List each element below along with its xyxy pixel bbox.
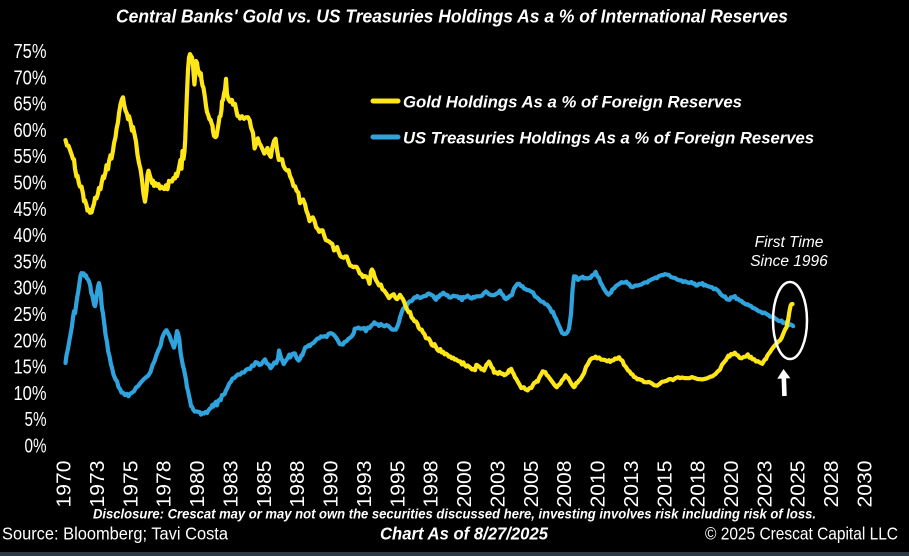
svg-text:First Time: First Time xyxy=(755,234,824,251)
svg-text:55%: 55% xyxy=(14,146,47,168)
svg-text:1995: 1995 xyxy=(387,461,409,508)
svg-text:20%: 20% xyxy=(14,330,47,352)
svg-text:1990: 1990 xyxy=(321,461,343,508)
svg-text:35%: 35% xyxy=(14,251,47,273)
svg-text:2013: 2013 xyxy=(621,461,643,508)
svg-text:2010: 2010 xyxy=(588,461,610,508)
svg-text:Gold Holdings As a % of Foreig: Gold Holdings As a % of Foreign Reserves xyxy=(403,93,742,112)
svg-text:50%: 50% xyxy=(14,173,47,195)
svg-text:70%: 70% xyxy=(14,67,47,89)
svg-text:2030: 2030 xyxy=(855,461,877,508)
svg-text:© 2025 Crescat Capital LLC: © 2025 Crescat Capital LLC xyxy=(705,524,898,544)
svg-text:65%: 65% xyxy=(14,94,47,116)
svg-text:15%: 15% xyxy=(14,357,47,379)
svg-text:1975: 1975 xyxy=(120,461,142,508)
svg-text:30%: 30% xyxy=(14,278,47,300)
svg-text:1978: 1978 xyxy=(154,461,176,508)
svg-text:Central Banks' Gold vs. US Tre: Central Banks' Gold vs. US Treasuries Ho… xyxy=(116,6,788,27)
svg-text:2023: 2023 xyxy=(754,461,776,508)
svg-text:Source: Bloomberg; Tavi Costa: Source: Bloomberg; Tavi Costa xyxy=(2,524,228,544)
svg-text:45%: 45% xyxy=(14,199,47,221)
svg-text:2003: 2003 xyxy=(487,461,509,508)
svg-text:1980: 1980 xyxy=(187,461,209,508)
svg-text:10%: 10% xyxy=(14,383,47,405)
svg-text:1993: 1993 xyxy=(354,461,376,508)
svg-text:Disclosure: Crescat may or may: Disclosure: Crescat may or may not own t… xyxy=(93,506,816,522)
svg-text:5%: 5% xyxy=(25,409,47,431)
svg-text:2015: 2015 xyxy=(654,461,676,508)
svg-text:2025: 2025 xyxy=(788,461,810,508)
svg-text:40%: 40% xyxy=(14,225,47,247)
svg-text:75%: 75% xyxy=(14,41,47,63)
svg-text:1983: 1983 xyxy=(220,461,242,508)
svg-text:Since 1996: Since 1996 xyxy=(750,253,828,270)
svg-text:2000: 2000 xyxy=(454,461,476,508)
svg-text:1985: 1985 xyxy=(254,461,276,508)
svg-text:2005: 2005 xyxy=(521,461,543,508)
svg-text:2018: 2018 xyxy=(688,461,710,508)
svg-text:US Treasuries Holdings As a %: US Treasuries Holdings As a % of Foreign… xyxy=(403,129,814,148)
svg-text:2020: 2020 xyxy=(721,461,743,508)
svg-text:0%: 0% xyxy=(25,436,47,458)
svg-text:1970: 1970 xyxy=(54,461,76,508)
svg-text:2008: 2008 xyxy=(554,461,576,508)
svg-text:25%: 25% xyxy=(14,304,47,326)
svg-text:1998: 1998 xyxy=(421,461,443,508)
svg-text:60%: 60% xyxy=(14,120,47,142)
svg-text:Chart As of 8/27/2025: Chart As of 8/27/2025 xyxy=(380,524,548,544)
svg-text:1973: 1973 xyxy=(87,461,109,508)
svg-text:1988: 1988 xyxy=(287,461,309,508)
svg-text:2028: 2028 xyxy=(821,461,843,508)
